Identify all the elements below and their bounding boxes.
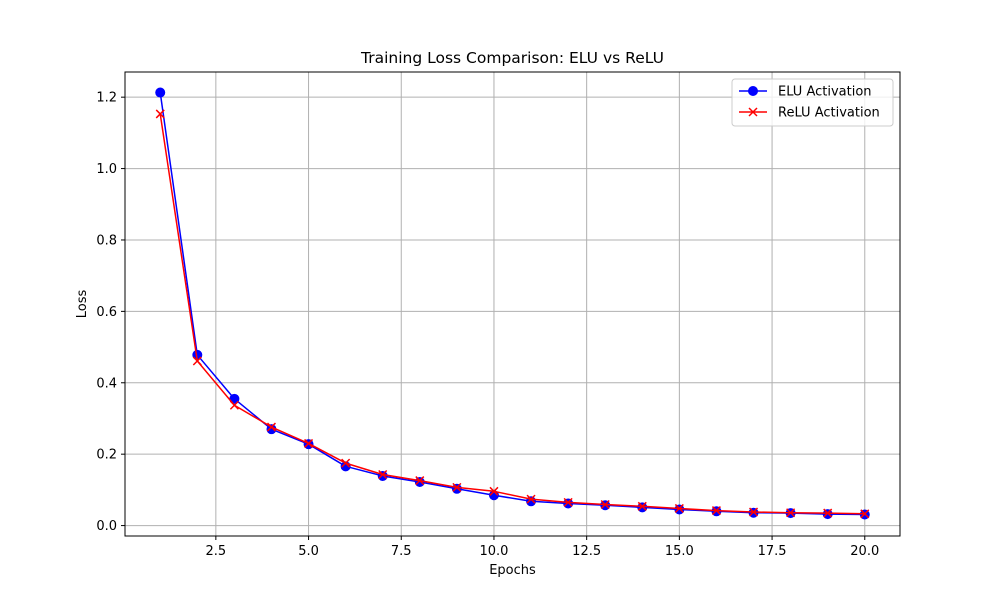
marker-stroke xyxy=(489,486,499,496)
marker-stroke xyxy=(378,469,388,480)
marker-stroke xyxy=(786,508,796,518)
legend-box xyxy=(731,78,894,127)
x-axis-ticks: 2.5 5.0 7.5 10.0 12.5 15.0 17.5 20.0 xyxy=(206,536,879,559)
marker-stroke xyxy=(674,503,684,513)
marker-stroke xyxy=(266,422,277,432)
relu-point xyxy=(266,422,277,432)
elu-point xyxy=(674,504,685,515)
x-tick-label: 5.0 xyxy=(298,544,319,559)
elu-point xyxy=(637,502,648,513)
marker-stroke xyxy=(860,509,870,519)
relu-point xyxy=(823,508,833,518)
data-series xyxy=(155,87,870,520)
marker-stroke xyxy=(341,458,351,468)
relu-point xyxy=(489,486,499,496)
legend-entry-relu: ReLU Activation xyxy=(739,106,880,121)
chart-title: Training Loss Comparison: ELU vs ReLU xyxy=(360,49,664,67)
relu-point xyxy=(415,476,425,486)
relu-point xyxy=(341,458,351,468)
marker-stroke xyxy=(415,476,425,486)
relu-series xyxy=(155,109,870,519)
elu-point xyxy=(822,509,833,520)
relu-point xyxy=(748,507,759,517)
marker-stroke xyxy=(452,482,462,492)
relu-point xyxy=(155,109,165,119)
y-tick-label: 0.0 xyxy=(96,519,117,534)
x-tick-label: 17.5 xyxy=(758,544,787,559)
relu-point xyxy=(378,469,388,480)
x-tick-label: 7.5 xyxy=(391,544,412,559)
relu-point xyxy=(192,356,202,366)
x-axis-label: Epochs xyxy=(489,563,536,578)
legend-entry-elu: ELU Activation xyxy=(739,85,872,100)
elu-point xyxy=(155,87,166,98)
y-tick-label: 0.2 xyxy=(96,448,117,463)
plot-area-frame xyxy=(124,71,901,537)
relu-point xyxy=(860,509,870,519)
y-tick-label: 1.0 xyxy=(96,162,117,177)
y-axis-label: Loss xyxy=(75,290,90,319)
y-tick-label: 0.4 xyxy=(96,376,117,391)
marker-stroke xyxy=(304,438,314,448)
x-tick-label: 20.0 xyxy=(850,544,879,559)
marker-stroke xyxy=(748,507,759,517)
marker-stroke xyxy=(229,400,239,410)
x-tick-label: 2.5 xyxy=(206,544,227,559)
relu-point xyxy=(674,503,684,513)
relu-point xyxy=(304,438,314,448)
marker-stroke xyxy=(526,494,536,504)
elu-point xyxy=(563,498,574,509)
marker-stroke xyxy=(637,501,647,511)
marker-stroke xyxy=(192,356,202,366)
relu-line xyxy=(159,113,865,515)
relu-point xyxy=(229,400,239,410)
x-tick-label: 15.0 xyxy=(665,544,694,559)
relu-point xyxy=(600,499,610,510)
relu-point xyxy=(711,506,721,516)
x-tick-label: 10.0 xyxy=(479,544,508,559)
legend-marker-elu xyxy=(748,86,758,96)
y-axis-ticks: 0.0 0.2 0.4 0.6 0.8 1.0 1.2 xyxy=(96,91,125,534)
marker-stroke xyxy=(600,499,610,510)
elu-point xyxy=(451,483,462,494)
relu-point xyxy=(452,482,462,492)
relu-point xyxy=(526,494,536,504)
y-tick-label: 1.2 xyxy=(96,91,117,106)
legend: ELU Activation ReLU Activation xyxy=(731,78,894,127)
marker-stroke xyxy=(823,508,833,518)
marker-stroke xyxy=(563,497,573,507)
legend-label-relu: ReLU Activation xyxy=(778,106,880,121)
y-tick-label: 0.6 xyxy=(96,305,117,320)
y-tick-label: 0.8 xyxy=(96,233,117,248)
legend-label-elu: ELU Activation xyxy=(778,85,872,100)
grid-lines xyxy=(125,72,900,536)
legend-marker-relu xyxy=(748,107,758,117)
relu-point xyxy=(637,501,647,511)
marker-stroke xyxy=(748,107,758,117)
marker-stroke xyxy=(711,506,721,516)
relu-point xyxy=(786,508,796,518)
relu-point xyxy=(563,497,573,507)
elu-point xyxy=(414,477,425,488)
x-tick-label: 12.5 xyxy=(572,544,601,559)
marker-stroke xyxy=(155,109,165,119)
